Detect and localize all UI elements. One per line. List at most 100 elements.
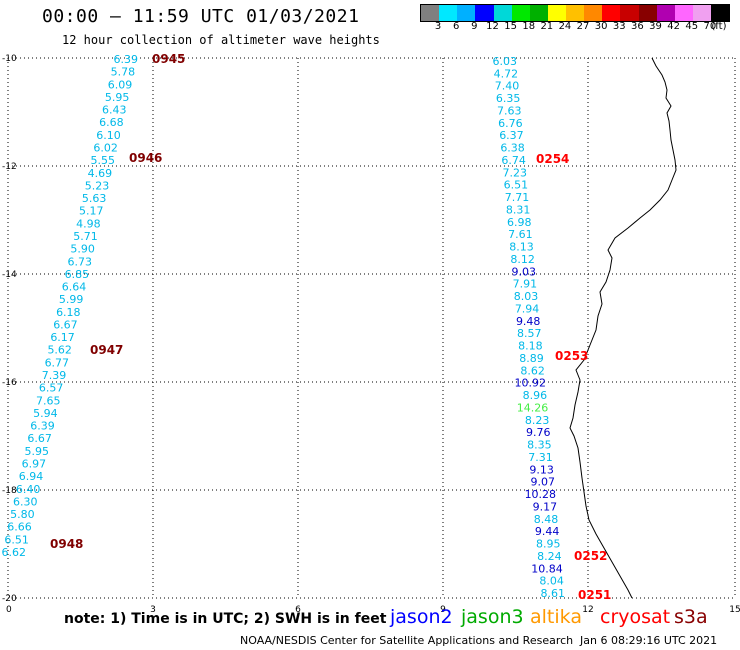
wave-height-value: 8.12: [510, 253, 535, 266]
wave-height-value: 6.68: [99, 116, 124, 129]
pass-time-label: 0254: [536, 152, 569, 166]
pass-time-label: 0945: [152, 52, 185, 66]
x-tick-label: 6: [295, 605, 301, 615]
color-swatch: [584, 5, 603, 21]
wave-height-value: 5.78: [111, 66, 136, 79]
wave-height-value: 7.63: [497, 104, 522, 117]
color-swatch: [602, 5, 621, 21]
wave-height-value: 6.03: [493, 55, 518, 68]
satellite-tracks: 6.395.786.095.956.436.686.106.025.554.69…: [2, 52, 612, 602]
color-scale-label: 3: [434, 21, 442, 32]
wave-height-value: 6.73: [68, 255, 93, 268]
wave-height-value: 5.94: [33, 407, 58, 420]
wave-height-value: 7.23: [503, 166, 528, 179]
color-swatch: [692, 5, 711, 21]
wave-height-value: 5.80: [10, 508, 35, 521]
wave-height-value: 5.90: [70, 243, 95, 256]
color-swatch: [439, 5, 458, 21]
color-swatch: [475, 5, 494, 21]
color-scale-label: 9: [471, 21, 478, 32]
y-tick-label: -10: [2, 54, 17, 64]
color-scale-label: 18: [522, 21, 536, 32]
color-scale-label: 42: [667, 21, 681, 32]
wave-height-value: 10.84: [531, 562, 563, 575]
color-scale-label: 39: [649, 21, 662, 32]
color-swatch: [421, 5, 440, 21]
wave-height-value: 6.64: [62, 281, 87, 294]
color-swatch: [620, 5, 639, 21]
wave-height-value: 9.03: [511, 265, 536, 278]
wave-height-value: 8.35: [527, 439, 552, 452]
wave-height-value: 5.23: [85, 179, 110, 192]
wave-height-value: 8.03: [514, 290, 539, 303]
footnote: note: 1) Time is in UTC; 2) SWH is in fe…: [64, 611, 387, 627]
color-scale-label: 12: [486, 21, 499, 32]
color-scale-label: 15: [504, 21, 517, 32]
wave-height-value: 6.17: [50, 331, 75, 344]
wave-height-value: 9.48: [516, 315, 541, 328]
wave-height-value: 8.23: [525, 414, 550, 427]
color-scale-label: (ft): [711, 21, 727, 32]
color-swatch: [493, 5, 512, 21]
wave-height-value: 6.37: [499, 129, 524, 142]
wave-height-value: 5.71: [73, 230, 98, 243]
wave-height-value: 6.10: [96, 129, 121, 142]
wave-height-value: 6.02: [93, 141, 118, 154]
color-swatch: [566, 5, 585, 21]
wave-height-value: 6.94: [19, 470, 44, 483]
wave-height-value: 6.51: [504, 179, 529, 192]
wave-height-value: 5.62: [47, 344, 72, 357]
color-scale-bar: [420, 4, 730, 22]
wave-height-value: 8.24: [537, 550, 562, 563]
wave-height-value: 6.67: [27, 432, 52, 445]
wave-height-value: 5.99: [59, 293, 84, 306]
wave-height-value: 10.92: [515, 377, 547, 390]
y-tick-label: -12: [2, 162, 17, 172]
wave-height-value: 8.89: [519, 352, 544, 365]
wave-height-value: 6.43: [102, 104, 127, 117]
wave-height-value: 8.61: [541, 587, 566, 600]
wave-height-value: 4.98: [76, 217, 101, 230]
color-swatch: [457, 5, 476, 21]
wave-height-value: 6.57: [39, 382, 64, 395]
wave-height-value: 7.94: [515, 302, 540, 315]
wave-height-value: 6.85: [65, 268, 90, 281]
wave-height-value: 8.04: [539, 575, 564, 588]
color-scale-label: 36: [631, 21, 644, 32]
wave-height-value: 5.17: [79, 205, 104, 218]
wave-height-value: 9.07: [530, 476, 555, 489]
wave-height-value: 5.55: [91, 154, 116, 167]
wave-height-value: 8.96: [523, 389, 548, 402]
wave-height-value: 8.62: [520, 364, 545, 377]
wave-height-value: 7.39: [42, 369, 67, 382]
pass-time-label: 0252: [574, 549, 607, 563]
wave-height-value: 8.31: [506, 203, 531, 216]
pass-time-label: 0251: [578, 588, 611, 602]
wave-height-value: 7.65: [36, 394, 61, 407]
coastline: [569, 57, 677, 599]
wave-height-value: 5.95: [105, 91, 130, 104]
color-scale-label: 33: [612, 21, 626, 32]
wave-height-value: 5.95: [24, 445, 49, 458]
color-scale-label: 6: [453, 21, 460, 32]
x-tick-label: 9: [440, 605, 446, 615]
wave-height-value: 7.40: [495, 80, 520, 93]
legend-item-altika: altika: [530, 606, 582, 628]
wave-height-value: 6.09: [108, 78, 133, 91]
wave-height-value: 9.17: [533, 500, 558, 513]
x-tick-label: 3: [150, 605, 156, 615]
pass-time-label: 0948: [50, 537, 83, 551]
wave-height-value: 8.57: [517, 327, 542, 340]
color-swatch: [656, 5, 675, 21]
pass-time-label: 0947: [90, 343, 123, 357]
wave-height-value: 6.74: [501, 154, 526, 167]
wave-height-value: 6.40: [16, 483, 41, 496]
wave-height-value: 4.72: [494, 67, 519, 80]
color-scale-label: 24: [558, 21, 572, 32]
credit-text: NOAA/NESDIS Center for Satellite Applica…: [240, 634, 574, 647]
wave-height-value: 9.44: [535, 525, 560, 538]
color-swatch: [547, 5, 566, 21]
wave-height-value: 7.71: [505, 191, 530, 204]
x-tick-label: 15: [729, 605, 740, 615]
